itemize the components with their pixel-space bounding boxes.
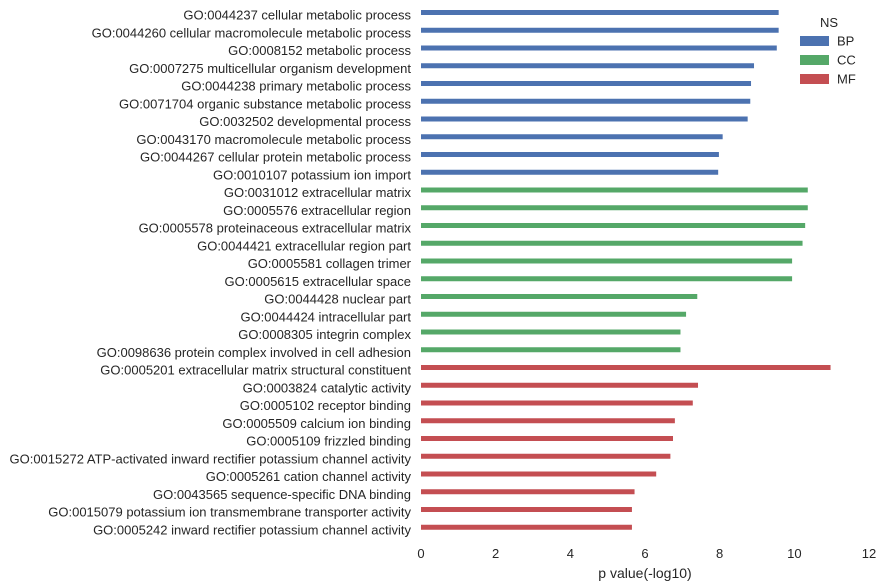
x-axis-title: p value(-log10): [598, 565, 691, 581]
category-label: GO:0098636 protein complex involved in c…: [97, 345, 411, 360]
category-label: GO:0044237 cellular metabolic process: [183, 8, 411, 23]
bar-go-0010107: [421, 169, 719, 175]
category-label: GO:0008152 metabolic process: [228, 43, 411, 58]
bar-go-0005201: [421, 365, 831, 370]
category-label: GO:0005102 receptor binding: [240, 398, 411, 413]
category-label: GO:0007275 multicellular organism develo…: [129, 61, 411, 76]
bar-go-0071704: [421, 98, 751, 104]
bar-go-0003824: [421, 382, 699, 388]
bar-go-0008152: [421, 45, 777, 51]
category-label: GO:0005581 collagen trimer: [248, 256, 412, 271]
category-label: GO:0005578 proteinaceous extracellular m…: [139, 221, 412, 236]
category-label: GO:0044428 nuclear part: [264, 292, 411, 307]
x-tick-label: 0: [417, 546, 424, 561]
x-tick-label: 2: [492, 546, 499, 561]
category-label: GO:0005261 cation channel activity: [206, 469, 412, 484]
bar-go-0005581: [421, 258, 793, 264]
bar-go-0044424: [421, 311, 687, 317]
legend-swatch-cc: [800, 55, 829, 65]
category-label: GO:0043170 macromolecule metabolic proce…: [136, 132, 411, 147]
bar-go-0015272: [421, 453, 671, 459]
bar-go-0044267: [421, 152, 719, 157]
x-tick-label: 10: [787, 546, 801, 561]
x-tick-label: 6: [641, 546, 648, 561]
category-labels: GO:0044237 cellular metabolic process GO:…: [9, 8, 411, 538]
category-label: GO:0044238 primary metabolic process: [181, 79, 411, 94]
bar-go-0008305: [421, 329, 681, 335]
category-label: GO:0044267 cellular protein metabolic pr…: [140, 150, 411, 165]
legend-label-bp: BP: [837, 34, 854, 49]
bars-layer: [421, 10, 831, 530]
category-label: GO:0043565 sequence-specific DNA binding: [153, 487, 411, 502]
bar-go-0005615: [421, 276, 793, 282]
category-label: GO:0032502 developmental process: [199, 114, 411, 129]
category-label: GO:0008305 integrin complex: [238, 327, 411, 342]
category-label: GO:0031012 extracellular matrix: [224, 185, 412, 200]
bar-go-0043170: [421, 134, 723, 140]
category-label: GO:0005242 inward rectifier potassium ch…: [93, 522, 411, 537]
x-tick-label: 12: [862, 546, 876, 561]
category-label: GO:0005615 extracellular space: [225, 274, 411, 289]
x-tick-label: 4: [567, 546, 574, 561]
category-label: GO:0044260 cellular macromolecule metabo…: [92, 25, 412, 40]
bar-go-0032502: [421, 116, 748, 122]
bar-go-0043565: [421, 489, 635, 495]
x-axis-ticks: 0 2 4 6 8 10 12: [417, 546, 876, 561]
bar-go-0015079: [421, 507, 632, 512]
legend-label-cc: CC: [837, 53, 856, 68]
bar-go-0044428: [421, 294, 698, 299]
category-label: GO:0005576 extracellular region: [223, 203, 411, 218]
bar-go-0044260: [421, 27, 779, 33]
bar-go-0044238: [421, 81, 752, 86]
legend-label-mf: MF: [837, 72, 856, 87]
category-label: GO:0044424 intracellular part: [240, 309, 411, 324]
category-label: GO:0015272 ATP-activated inward rectifie…: [9, 451, 411, 466]
bar-go-0098636: [421, 347, 681, 353]
category-label: GO:0005109 frizzled binding: [246, 434, 411, 449]
bar-go-0005242: [421, 524, 632, 530]
legend-entries: BP CC MF: [800, 34, 856, 87]
bar-go-0005576: [421, 205, 808, 211]
category-label: GO:0071704 organic substance metabolic p…: [119, 96, 411, 111]
bar-go-0005509: [421, 418, 675, 424]
bar-go-0031012: [421, 187, 808, 193]
category-label: GO:0005201 extracellular matrix structur…: [100, 363, 411, 378]
bar-go-0007275: [421, 63, 755, 69]
category-label: GO:0005509 calcium ion binding: [222, 416, 411, 431]
legend-swatch-mf: [800, 74, 829, 84]
category-label: GO:0010107 potassium ion import: [213, 167, 411, 182]
legend: NS BP CC MF: [800, 15, 856, 87]
bar-go-0005578: [421, 223, 806, 228]
x-tick-label: 8: [716, 546, 723, 561]
bar-go-0005261: [421, 471, 657, 477]
bar-go-0005109: [421, 436, 673, 441]
legend-swatch-bp: [800, 36, 829, 46]
category-label: GO:0003824 catalytic activity: [243, 380, 412, 395]
category-label: GO:0015079 potassium ion transmembrane t…: [48, 505, 411, 520]
category-label: GO:0044421 extracellular region part: [197, 238, 411, 253]
bar-go-0044421: [421, 240, 803, 246]
legend-title: NS: [820, 15, 838, 30]
bar-go-0005102: [421, 400, 693, 406]
bar-go-0044237: [421, 10, 779, 15]
